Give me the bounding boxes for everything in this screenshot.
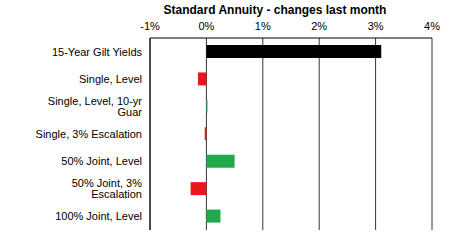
svg-text:50% Joint, Level: 50% Joint, Level [61, 155, 142, 167]
svg-text:Single, Level: Single, Level [79, 73, 142, 85]
html-text:Standard Annuity - changes las: Standard Annuity - changes last month [163, 3, 387, 17]
svg-text:50% Joint, 3%Escalation: 50% Joint, 3%Escalation [72, 177, 143, 200]
svg-text:Single, Level, 10-yrGuar: Single, Level, 10-yrGuar [48, 95, 142, 118]
svg-text:2%: 2% [311, 20, 327, 32]
svg-text:4%: 4% [424, 20, 440, 32]
svg-text:1%: 1% [255, 20, 271, 32]
svg-text:Single, 3% Escalation: Single, 3% Escalation [36, 128, 142, 140]
svg-text:0%: 0% [198, 20, 214, 32]
svg-text:3%: 3% [368, 20, 384, 32]
svg-text:15-Year Gilt Yields: 15-Year Gilt Yields [52, 46, 143, 58]
svg-text:100% Joint, Level: 100% Joint, Level [55, 210, 142, 222]
svg-text:-1%: -1% [140, 20, 160, 32]
